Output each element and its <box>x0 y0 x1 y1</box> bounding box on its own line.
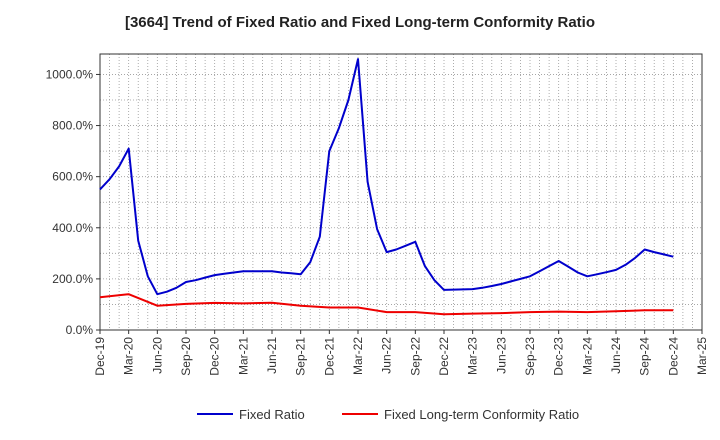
legend-label: Fixed Long-term Conformity Ratio <box>384 407 579 422</box>
x-tick-label: Mar-24 <box>580 337 594 375</box>
x-tick-label: Jun-23 <box>494 337 508 374</box>
x-tick-label: Sep-20 <box>179 337 193 376</box>
y-tick-label: 1000.0% <box>46 67 94 81</box>
x-tick-label: Jun-20 <box>150 337 164 374</box>
x-tick-label: Dec-21 <box>322 337 336 376</box>
plot-frame <box>100 54 702 330</box>
x-axis: Dec-19 Mar-20 Jun-20 Sep-20 Dec-20 Mar-21 Jun-… <box>93 330 709 376</box>
y-axis: 0.0% 200.0% 400.0% 600.0% 800.0% 1000.0% <box>46 67 100 337</box>
x-tick-label: Sep-21 <box>294 337 308 376</box>
x-tick-label: Dec-23 <box>552 337 566 376</box>
x-tick-label: Sep-24 <box>638 337 652 376</box>
x-tick-label: Dec-22 <box>437 337 451 376</box>
x-tick-label: Mar-22 <box>351 337 365 375</box>
x-tick-label: Dec-24 <box>666 337 680 376</box>
x-tick-label: Mar-25 <box>695 337 709 375</box>
y-tick-label: 200.0% <box>52 272 93 286</box>
chart-area: 0.0% 200.0% 400.0% 600.0% 800.0% 1000.0% Dec-… <box>0 0 720 440</box>
x-tick-label: Dec-19 <box>93 337 107 376</box>
x-tick-label: Sep-22 <box>408 337 422 376</box>
legend-label: Fixed Ratio <box>239 407 305 422</box>
x-tick-label: Mar-23 <box>466 337 480 375</box>
x-tick-label: Jun-24 <box>609 337 623 374</box>
y-tick-label: 800.0% <box>52 119 93 133</box>
y-tick-label: 0.0% <box>66 323 94 337</box>
grid-layer <box>100 54 702 330</box>
y-tick-label: 600.0% <box>52 170 93 184</box>
x-tick-label: Sep-23 <box>523 337 537 376</box>
y-tick-label: 400.0% <box>52 221 93 235</box>
x-tick-label: Jun-21 <box>265 337 279 374</box>
x-tick-label: Mar-21 <box>236 337 250 375</box>
legend: Fixed Ratio Fixed Long-term Conformity Ra… <box>197 407 579 422</box>
x-tick-label: Mar-20 <box>122 337 136 375</box>
x-tick-label: Jun-22 <box>380 337 394 374</box>
x-tick-label: Dec-20 <box>208 337 222 376</box>
